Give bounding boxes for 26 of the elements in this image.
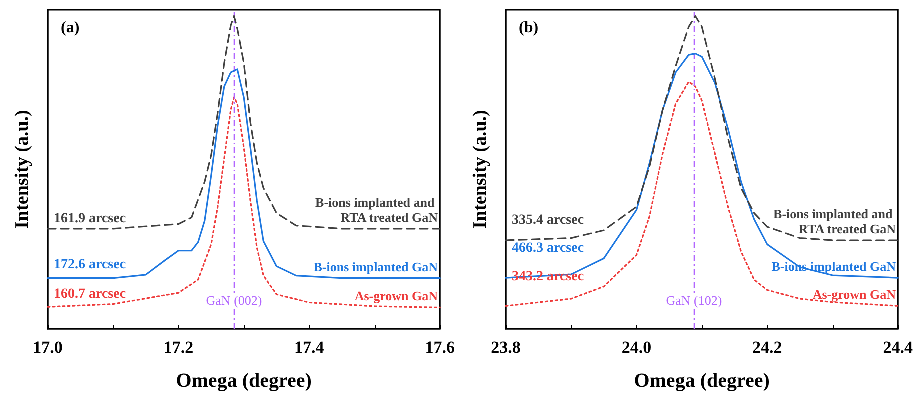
y-axis-title: Intensity (a.u.) (470, 110, 491, 229)
series-label: B-ions implanted and RTA treated GaN (316, 194, 439, 225)
series-label: B-ions implanted and RTA treated GaN (774, 206, 897, 236)
series-label: As-grown GaN (354, 288, 439, 304)
annotation: 335.4 arcsec (512, 212, 584, 228)
ref-line-label: GaN (002) (206, 293, 262, 308)
x-axis-title: Omega (degree) (634, 370, 770, 392)
annotation: 172.6 arcsec (54, 257, 126, 272)
x-tick-label: 17.2 (164, 338, 194, 357)
x-tick-label: 17.4 (294, 338, 325, 357)
chart-title: (b) (519, 20, 539, 36)
annotation: 466.3 arcsec (512, 241, 584, 256)
annotation: 160.7 arcsec (54, 286, 126, 302)
series-label: As-grown GaN (812, 287, 897, 302)
x-tick-label: 23.8 (491, 338, 521, 357)
x-tick-label: 24.2 (752, 338, 782, 357)
x-tick-label: 24.4 (883, 338, 914, 357)
annotation: 161.9 arcsec (54, 211, 126, 226)
y-axis-title: Intensity (a.u.) (12, 110, 33, 229)
series-label: B-ions implanted GaN (314, 259, 439, 274)
ref-line-label: GaN (102) (666, 293, 722, 308)
x-tick-label: 24.0 (622, 338, 652, 357)
x-axis-title: Omega (degree) (176, 370, 312, 392)
x-tick-label: 17.6 (425, 338, 455, 357)
chart-title: (a) (61, 20, 80, 36)
x-tick-label: 17.0 (33, 338, 63, 357)
